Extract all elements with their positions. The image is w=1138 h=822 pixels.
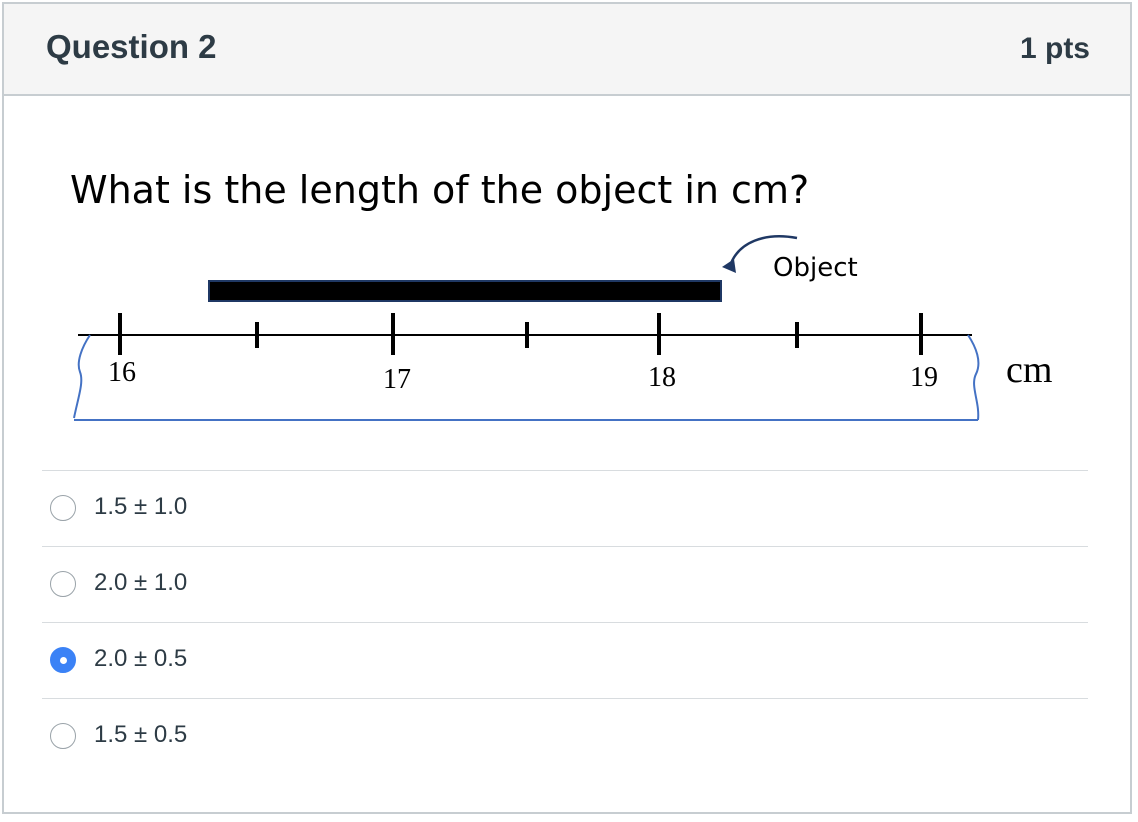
question-points: 1 pts <box>1019 32 1090 65</box>
radio-button-selected[interactable] <box>50 647 76 673</box>
answer-list: 1.5 ± 1.0 2.0 ± 1.0 2.0 ± 0.5 1.5 ± 0.5 <box>42 470 1088 774</box>
question-text: What is the length of the object in cm? <box>70 168 810 212</box>
arrow-curve <box>728 235 798 267</box>
question-header: Question 2 1 pts <box>4 4 1130 96</box>
ruler-label-18: 18 <box>648 362 676 393</box>
object-bar <box>208 280 722 302</box>
ruler-left-edge <box>73 334 91 419</box>
answer-option[interactable]: 1.5 ± 1.0 <box>42 470 1088 546</box>
answer-label[interactable]: 1.5 ± 1.0 <box>94 493 188 520</box>
unit-label: cm <box>1006 349 1052 391</box>
radio-button[interactable] <box>50 723 76 749</box>
answer-option[interactable]: 1.5 ± 0.5 <box>42 698 1088 774</box>
answer-option[interactable]: 2.0 ± 0.5 <box>42 622 1088 698</box>
object-label: Object <box>773 253 858 283</box>
ruler-right-edge <box>967 334 980 421</box>
arrow-head-icon <box>722 259 736 273</box>
question-title: Question 2 <box>46 28 217 65</box>
answer-label[interactable]: 2.0 ± 0.5 <box>94 645 188 672</box>
answer-option[interactable]: 2.0 ± 1.0 <box>42 546 1088 622</box>
answer-label[interactable]: 2.0 ± 1.0 <box>94 569 188 596</box>
ruler-label-19: 19 <box>910 362 938 393</box>
radio-button[interactable] <box>50 571 76 597</box>
ruler-figure: Object 16 17 18 19 cm <box>73 235 1052 421</box>
radio-button[interactable] <box>50 495 76 521</box>
ruler-label-16: 16 <box>108 357 136 388</box>
answer-label[interactable]: 1.5 ± 0.5 <box>94 721 188 748</box>
ruler-label-17: 17 <box>383 364 411 395</box>
